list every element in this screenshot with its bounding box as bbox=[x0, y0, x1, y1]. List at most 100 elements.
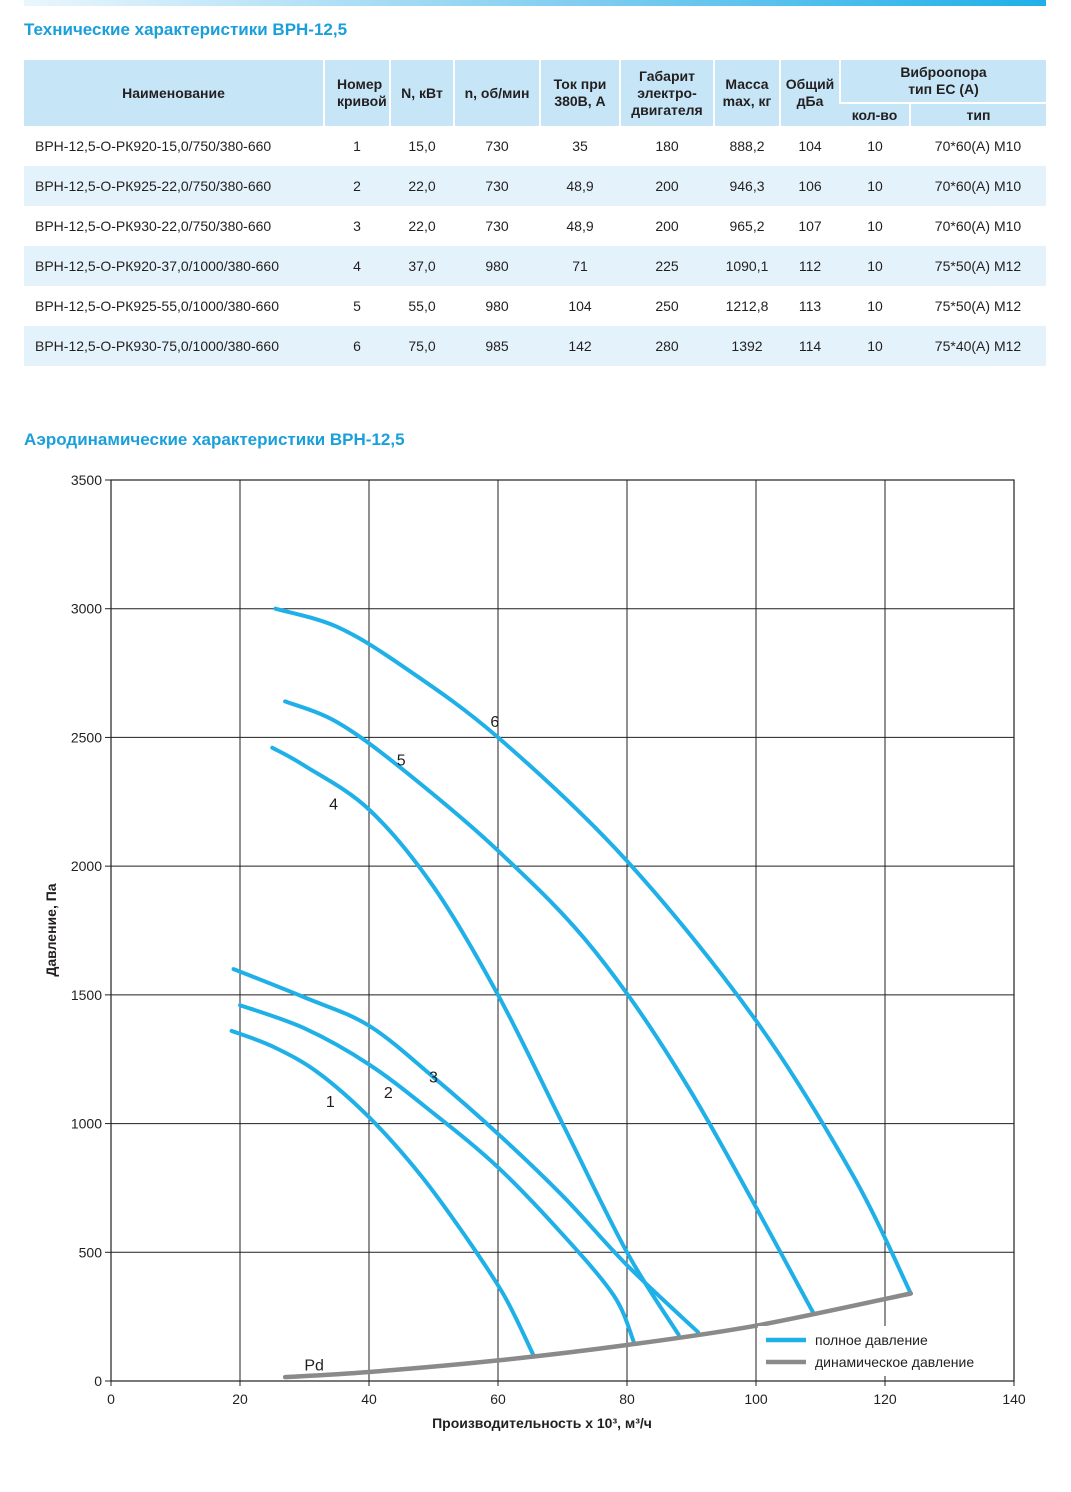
cell-current: 71 bbox=[540, 246, 620, 286]
cell-noise: 114 bbox=[780, 326, 840, 366]
x-axis-label: Производительность х 10³, м³/ч bbox=[432, 1415, 652, 1431]
y-tick-label: 2000 bbox=[71, 858, 102, 874]
y-tick-label: 1500 bbox=[71, 987, 102, 1003]
curve-label-6: 6 bbox=[490, 714, 499, 731]
x-tick-label: 140 bbox=[1002, 1391, 1026, 1407]
cell-vibro-type: 75*50(А) М12 bbox=[934, 298, 1022, 314]
chart-title: Аэродинамические характеристики ВРН-12,5 bbox=[24, 430, 405, 449]
header-vibro: Виброопора тип ЕС (А) bbox=[839, 60, 1046, 103]
cell-name: ВРН-12,5-О-РК925-22,0/750/380-660 bbox=[24, 166, 324, 206]
cell-vibro-qty: 10 bbox=[840, 326, 910, 366]
cell-power: 37,0 bbox=[390, 246, 454, 286]
cell-rpm: 730 bbox=[485, 218, 509, 234]
cell-curve: 4 bbox=[324, 246, 390, 286]
cell-power: 22,0 bbox=[408, 218, 436, 234]
table-row: ВРН-12,5-О-РК930-75,0/1000/380-660 6 75,… bbox=[24, 326, 1046, 366]
plot-frame bbox=[110, 479, 1015, 1382]
y-tick-label: 3500 bbox=[71, 472, 102, 488]
chart-legend: полное давление динамическое давление bbox=[758, 1326, 1012, 1376]
curve-label-5: 5 bbox=[397, 753, 406, 770]
cell-current: 104 bbox=[568, 298, 592, 314]
cell-curve: 6 bbox=[324, 326, 390, 366]
x-tick-label: 40 bbox=[361, 1391, 377, 1407]
cell-noise: 106 bbox=[780, 166, 840, 206]
curve-6 bbox=[273, 606, 913, 1296]
cell-motor: 200 bbox=[620, 166, 714, 206]
x-tick-label: 60 bbox=[490, 1391, 506, 1407]
cell-rpm: 730 bbox=[485, 138, 509, 154]
legend-label: полное давление bbox=[815, 1332, 928, 1348]
cell-motor: 180 bbox=[655, 138, 679, 154]
cell-current: 48,9 bbox=[540, 166, 620, 206]
curve-label-3: 3 bbox=[429, 1069, 438, 1086]
cell-vibro-qty: 10 bbox=[867, 298, 883, 314]
header-current: Ток при 380В, А bbox=[539, 60, 620, 126]
spec-table: Наименование Номер кривой N, кВт n, об/м… bbox=[24, 60, 1046, 366]
chart-curves bbox=[229, 606, 914, 1380]
cell-name: ВРН-12,5-О-РК925-55,0/1000/380-660 bbox=[35, 298, 279, 314]
curve-label-2: 2 bbox=[384, 1085, 393, 1102]
cell-vibro-type: 70*60(А) М10 bbox=[934, 218, 1022, 234]
cell-rpm: 985 bbox=[454, 326, 540, 366]
curve-5 bbox=[283, 699, 816, 1317]
cell-noise: 104 bbox=[798, 138, 822, 154]
cell-noise: 107 bbox=[798, 218, 822, 234]
cell-power: 22,0 bbox=[390, 166, 454, 206]
y-tick-label: 500 bbox=[79, 1244, 103, 1260]
curve-labels: 1 2 3 4 5 6 Pd bbox=[304, 714, 499, 1375]
legend-box bbox=[758, 1326, 1012, 1376]
table-row: ВРН-12,5-О-РК925-55,0/1000/380-660 5 55,… bbox=[24, 286, 1046, 326]
cell-motor: 200 bbox=[655, 218, 679, 234]
aerodynamic-chart: 0 20 40 60 80 100 120 140 0 500 1000 1500 2000 2500 30… bbox=[43, 472, 1026, 1431]
cell-vibro-type: 75*50(А) М12 bbox=[910, 246, 1046, 286]
header-curve-no: Номер кривой bbox=[323, 60, 390, 126]
cell-name: ВРН-12,5-О-РК920-37,0/1000/380-660 bbox=[24, 246, 324, 286]
header-motor-size: Габарит электро-двигателя bbox=[619, 60, 714, 126]
cell-rpm: 730 bbox=[454, 166, 540, 206]
x-tick-label: 100 bbox=[744, 1391, 768, 1407]
cell-name: ВРН-12,5-О-РК930-22,0/750/380-660 bbox=[35, 218, 272, 234]
header-vibro-qty: кол-во bbox=[840, 102, 910, 126]
cell-rpm: 980 bbox=[454, 246, 540, 286]
header-noise: Общий дБа bbox=[779, 60, 840, 126]
cell-noise: 113 bbox=[798, 298, 822, 314]
cell-vibro-qty: 10 bbox=[840, 166, 910, 206]
cell-name: ВРН-12,5-О-РК930-75,0/1000/380-660 bbox=[24, 326, 324, 366]
cell-power: 15,0 bbox=[408, 138, 436, 154]
y-axis-label: Давление, Па bbox=[43, 883, 59, 976]
cell-current: 35 bbox=[572, 138, 588, 154]
cell-name: ВРН-12,5-О-РК920-15,0/750/380-660 bbox=[35, 138, 272, 154]
header-mass: Масса max, кг bbox=[713, 60, 780, 126]
cell-motor: 225 bbox=[620, 246, 714, 286]
table-row: ВРН-12,5-О-РК920-37,0/1000/380-660 4 37,… bbox=[24, 246, 1046, 286]
header-vibro-type: тип bbox=[909, 102, 1046, 126]
cell-power: 75,0 bbox=[390, 326, 454, 366]
axis-ticks: 0 20 40 60 80 100 120 140 0 500 1000 1500 2000 2500 30… bbox=[71, 472, 1026, 1407]
cell-vibro-qty: 10 bbox=[867, 218, 883, 234]
cell-power: 55,0 bbox=[408, 298, 436, 314]
cell-noise: 112 bbox=[780, 246, 840, 286]
y-tick-label: 1000 bbox=[71, 1116, 102, 1132]
table-row: ВРН-12,5-О-РК925-22,0/750/380-660 2 22,0… bbox=[24, 166, 1046, 206]
cell-rpm: 980 bbox=[485, 298, 509, 314]
y-tick-label: 2500 bbox=[71, 729, 102, 745]
cell-vibro-type: 75*40(А) М12 bbox=[910, 326, 1046, 366]
curve-label-1: 1 bbox=[326, 1094, 335, 1111]
y-tick-label: 0 bbox=[94, 1373, 102, 1389]
y-tick-label: 3000 bbox=[71, 601, 102, 617]
cell-curve: 5 bbox=[353, 298, 361, 314]
curve-4 bbox=[270, 745, 681, 1337]
curve-label-4: 4 bbox=[329, 797, 338, 814]
cell-mass: 946,3 bbox=[714, 166, 780, 206]
x-tick-label: 80 bbox=[619, 1391, 635, 1407]
cell-mass: 888,2 bbox=[729, 138, 765, 154]
legend-label: динамическое давление bbox=[815, 1354, 974, 1370]
cell-vibro-type: 70*60(А) М10 bbox=[910, 166, 1046, 206]
curve-3 bbox=[231, 967, 700, 1335]
table-row: ВРН-12,5-О-РК930-22,0/750/380-660 3 22,0… bbox=[24, 206, 1046, 246]
header-power: N, кВт bbox=[389, 60, 454, 126]
table-title: Технические характеристики ВРН-12,5 bbox=[24, 20, 348, 39]
x-tick-label: 0 bbox=[107, 1391, 115, 1407]
cell-mass: 1212,8 bbox=[725, 298, 769, 314]
cell-curve: 1 bbox=[353, 138, 361, 154]
